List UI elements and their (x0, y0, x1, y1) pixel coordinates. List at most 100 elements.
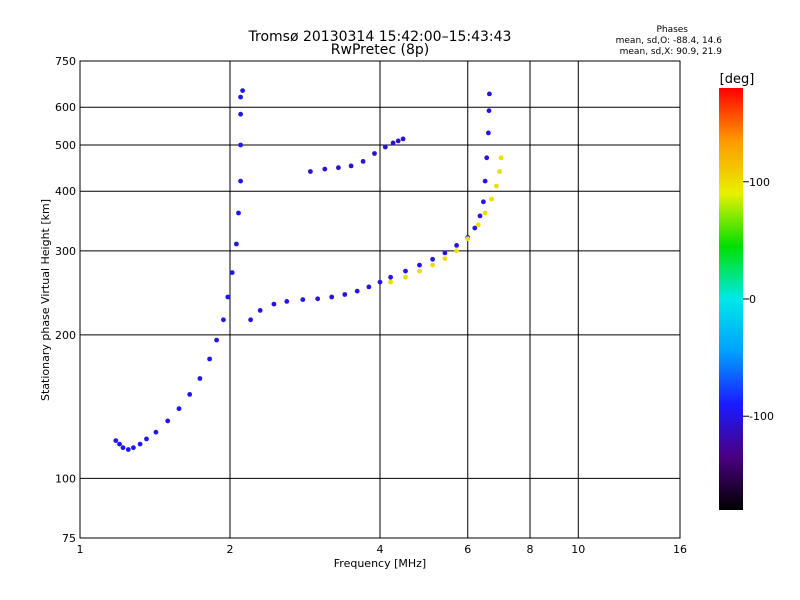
echo-point-s1-6 (329, 294, 335, 300)
echo-point-s0-23 (240, 88, 246, 93)
echo-point-s3-4 (442, 256, 448, 261)
y-tick-label-2: 200 (55, 329, 76, 342)
echo-point-s3-2 (417, 268, 422, 274)
echo-point-s1-23 (486, 130, 491, 136)
y-tick-label-1: 100 (55, 472, 76, 485)
x-tick-label-1: 2 (227, 543, 234, 556)
echo-point-s0-9 (176, 406, 182, 412)
echo-point-s0-6 (144, 436, 149, 442)
echo-point-s0-3 (125, 447, 131, 452)
y-axis-ticks: 75 100 200 300 400 500 600 750 (55, 55, 76, 545)
echo-point-s0-22 (238, 94, 244, 100)
echo-point-s0-7 (153, 429, 159, 435)
y-tick-label-6: 600 (55, 101, 76, 114)
echo-point-s3-6 (465, 236, 471, 242)
echo-points (113, 88, 504, 452)
x-tick-label-5: 10 (571, 543, 585, 556)
y-tick-label-4: 400 (55, 185, 76, 198)
echo-point-s2-3 (348, 163, 354, 169)
echo-point-s1-8 (354, 288, 360, 294)
echo-point-s0-10 (187, 392, 193, 397)
echo-point-s1-18 (472, 225, 478, 231)
echo-point-s3-12 (498, 155, 504, 161)
echo-point-s1-0 (248, 317, 254, 323)
echo-point-s1-15 (442, 250, 448, 256)
echo-point-s1-2 (271, 301, 277, 307)
echo-point-s0-19 (238, 178, 244, 184)
echo-point-s1-12 (403, 268, 408, 274)
phases-x-stats: mean, sd,X: 90.9, 21.9 (620, 47, 723, 57)
echo-point-s3-3 (430, 262, 435, 268)
echo-point-s3-1 (403, 274, 408, 280)
echo-point-s2-6 (382, 144, 388, 150)
echo-point-s0-21 (238, 111, 244, 117)
echo-point-s1-20 (481, 199, 486, 205)
x-tick-label-0: 1 (77, 543, 84, 556)
echo-point-s1-16 (454, 243, 459, 248)
y-tick-label-7: 750 (55, 55, 76, 68)
x-tick-label-2: 4 (377, 543, 384, 556)
echo-point-s2-2 (336, 165, 341, 171)
echo-point-s1-14 (430, 256, 435, 262)
phases-o-stats: mean, sd,O: -88.4, 14.6 (616, 36, 723, 46)
echo-point-s0-18 (236, 210, 241, 216)
echo-point-s0-4 (131, 445, 136, 451)
echo-point-s2-5 (372, 151, 377, 156)
echo-point-s1-4 (300, 297, 306, 302)
echo-point-s0-1 (117, 441, 122, 447)
echo-point-s1-11 (388, 274, 393, 280)
echo-point-s1-10 (377, 279, 383, 285)
echo-point-s3-9 (489, 196, 494, 202)
echo-point-s3-0 (388, 279, 393, 285)
echo-point-s1-22 (484, 155, 490, 161)
echo-point-s0-20 (238, 142, 244, 148)
echo-point-s3-11 (497, 169, 502, 174)
y-tick-label-5: 500 (55, 139, 76, 152)
echo-point-s3-5 (454, 248, 459, 254)
colorbar-tick-label-1: 0 (749, 293, 756, 306)
echo-point-s3-10 (494, 183, 499, 189)
colorbar-ticks: 100 0 -100 (743, 176, 774, 423)
echo-point-s0-2 (120, 445, 126, 451)
echo-point-s2-9 (400, 136, 406, 142)
echo-point-s3-8 (482, 210, 488, 216)
echo-point-s1-1 (257, 308, 263, 313)
grid (80, 61, 680, 538)
echo-point-s1-21 (482, 178, 488, 184)
echo-point-s1-24 (486, 108, 492, 114)
echo-point-s0-11 (197, 376, 203, 381)
x-tick-label-6: 16 (673, 543, 687, 556)
echo-point-s1-19 (477, 213, 483, 219)
chart-subtitle: RwPretec (8p) (331, 42, 429, 58)
echo-point-s0-14 (221, 317, 226, 323)
echo-point-s0-16 (229, 270, 235, 275)
echo-point-s0-0 (113, 438, 119, 443)
y-tick-label-3: 300 (55, 245, 76, 258)
y-tick-label-0: 75 (62, 532, 76, 545)
echo-point-s1-7 (342, 292, 348, 297)
plot-frame (79, 60, 681, 539)
x-axis-ticks: 1 2 4 6 8 10 16 (77, 543, 688, 556)
echo-point-s0-15 (225, 294, 231, 300)
echo-point-s0-17 (234, 241, 239, 247)
echo-point-s1-9 (366, 284, 372, 290)
y-axis-label: Stationary phase Virtual Height [km] (39, 199, 52, 401)
echo-point-s1-5 (315, 296, 321, 302)
x-tick-label-4: 8 (527, 543, 534, 556)
echo-point-s0-5 (137, 441, 143, 447)
echo-point-s1-3 (284, 299, 290, 304)
echo-point-s2-7 (390, 140, 396, 146)
echo-point-s0-8 (165, 418, 171, 424)
echo-point-s1-25 (487, 91, 492, 97)
colorbar-tick-label-0: 100 (749, 176, 770, 189)
colorbar (719, 88, 743, 510)
echo-point-s0-12 (207, 356, 213, 362)
echo-point-s2-8 (395, 138, 401, 144)
echo-point-s2-1 (322, 166, 328, 172)
x-axis-label: Frequency [MHz] (334, 557, 426, 570)
colorbar-label: [deg] (720, 72, 755, 87)
phases-heading: Phases (656, 25, 688, 35)
x-tick-label-3: 6 (464, 543, 471, 556)
colorbar-tick-label-2: -100 (749, 410, 774, 423)
